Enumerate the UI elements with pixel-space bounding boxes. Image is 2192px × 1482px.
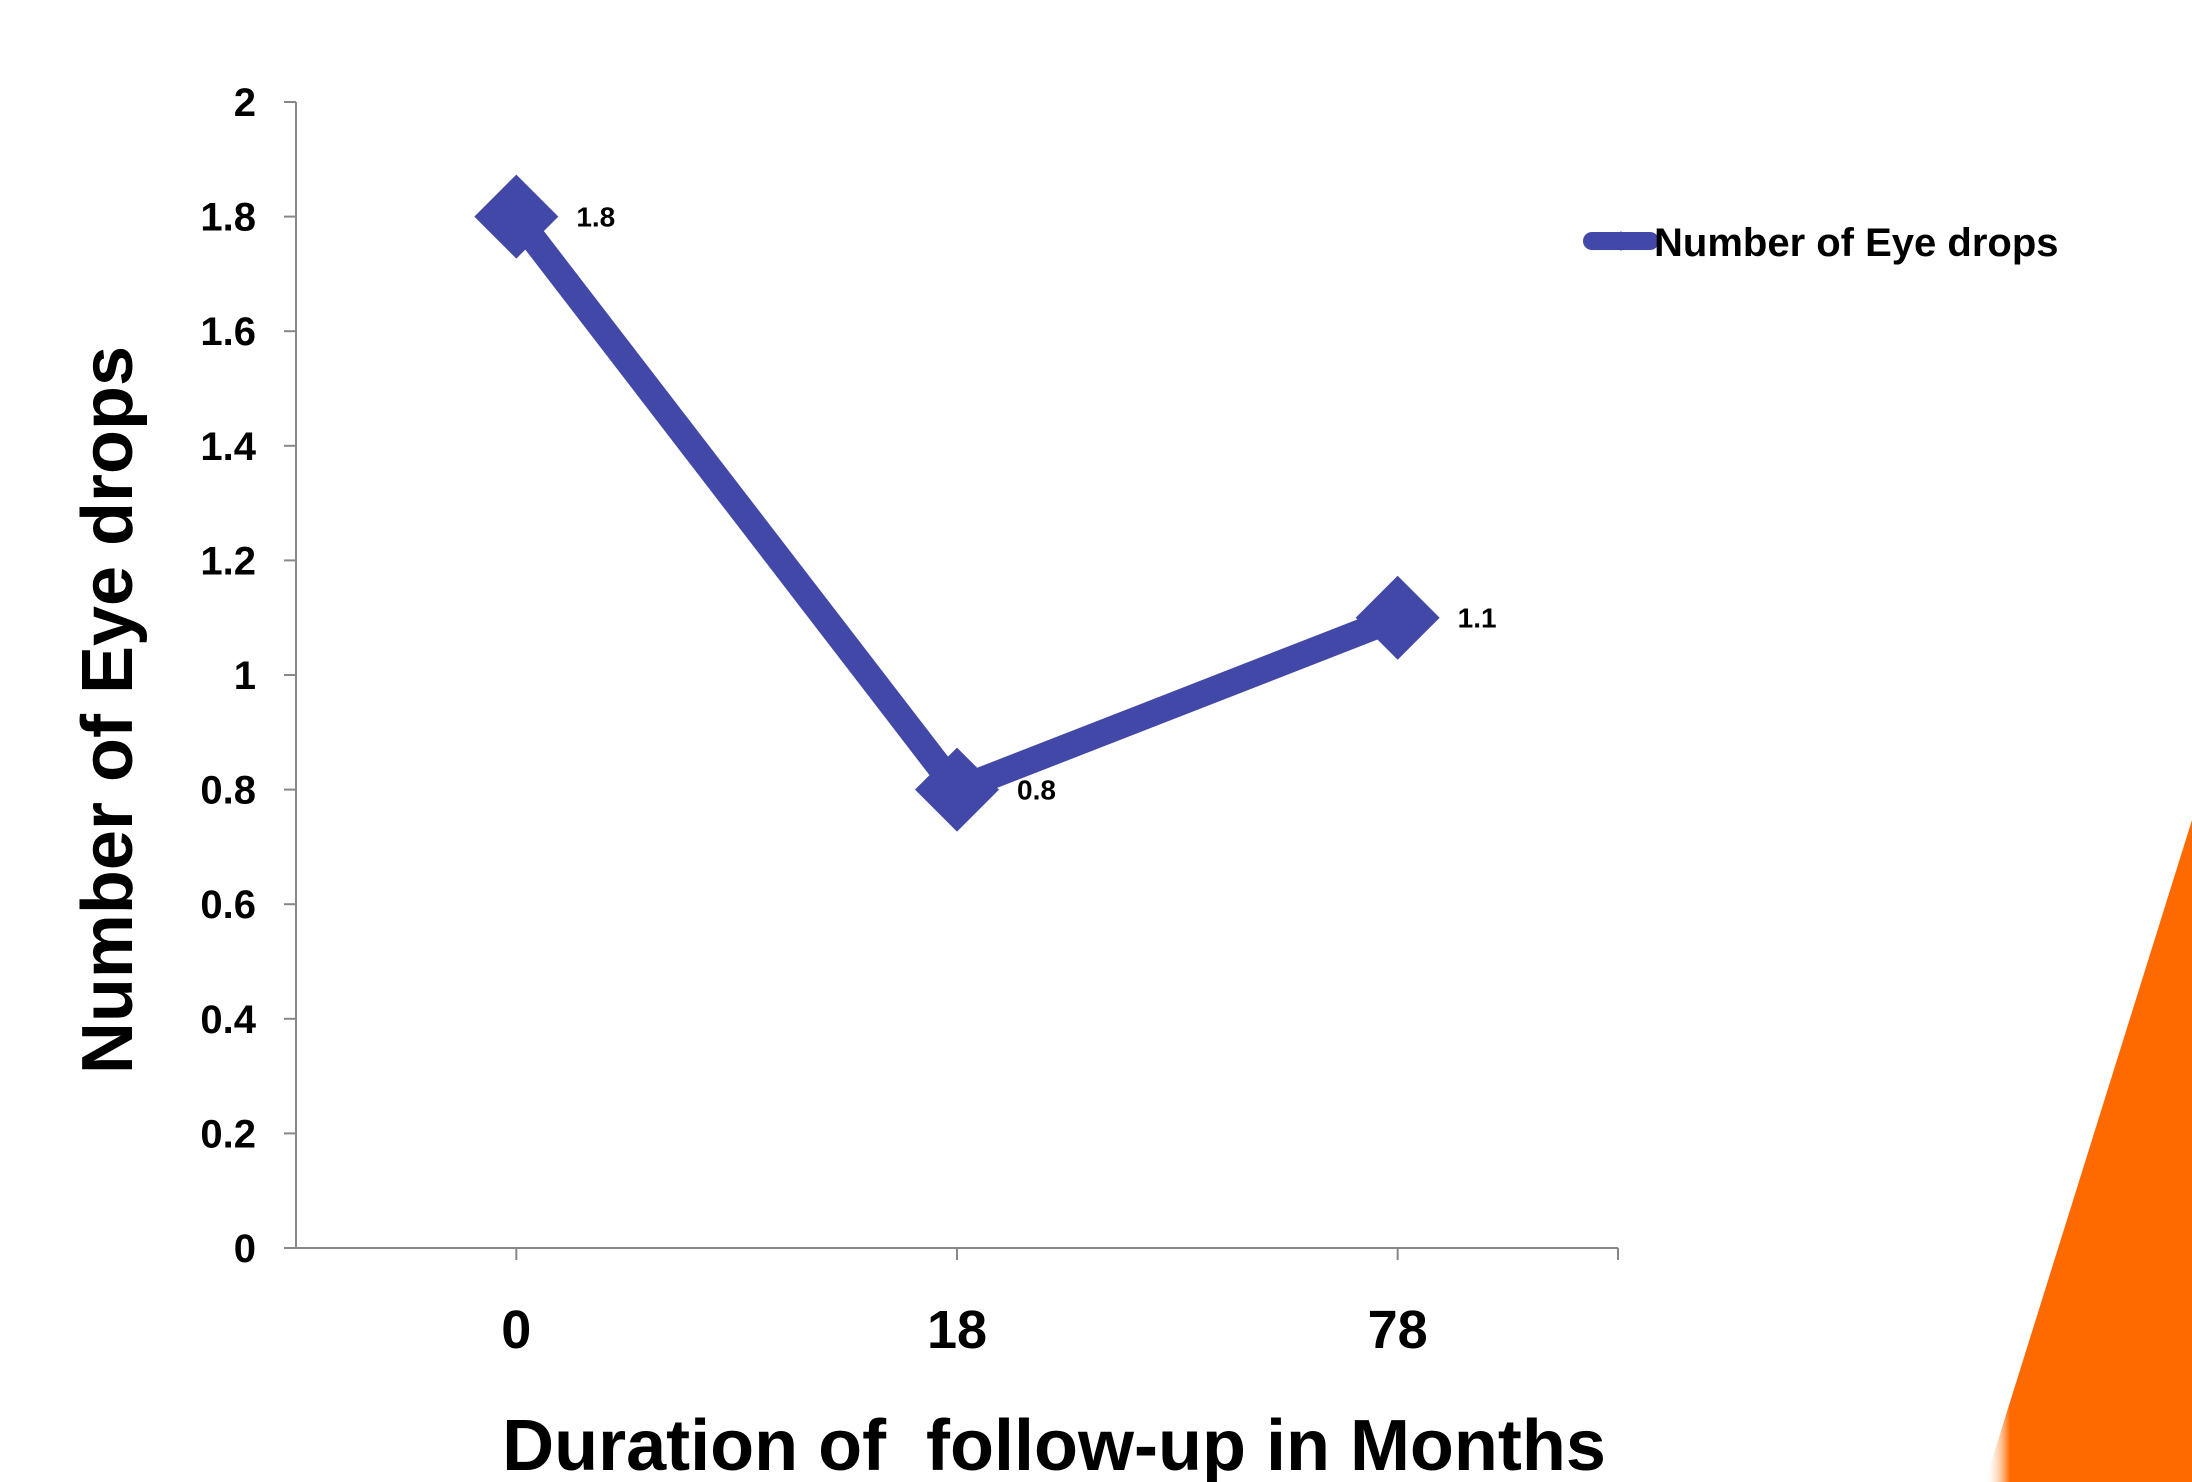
y-tick-label: 1.6 <box>200 310 256 354</box>
data-label: 0.8 <box>1017 775 1056 806</box>
x-tick-label: 18 <box>927 1300 987 1360</box>
data-point-marker <box>1355 575 1440 660</box>
series-number-of-eye-drops <box>474 174 1440 832</box>
data-label: 1.1 <box>1458 603 1497 634</box>
y-tick-label: 1.8 <box>200 196 256 240</box>
y-tick-label: 0.2 <box>200 1112 256 1156</box>
y-axis-ticks: 0 0.2 0.4 0.6 0.8 1 1.2 1.4 1.6 1.8 2 <box>200 81 296 1271</box>
legend-label: Number of Eye drops <box>1654 221 2059 265</box>
axes <box>295 102 1618 1249</box>
y-tick-label: 2 <box>234 81 256 125</box>
data-point-marker <box>474 174 559 259</box>
legend: Number of Eye drops <box>1583 221 2059 265</box>
x-tick-label: 78 <box>1368 1300 1428 1360</box>
y-axis-title: Number of Eye drops <box>68 346 148 1074</box>
legend-diamond-marker <box>1611 231 1631 251</box>
series-line <box>506 208 1403 806</box>
data-labels: 1.8 0.8 1.1 <box>576 202 1496 806</box>
x-axis-title: Duration of follow-up in Months <box>502 1406 1606 1482</box>
y-tick-label: 0 <box>234 1227 256 1271</box>
x-axis-ticks: 0 18 78 <box>501 1248 1619 1360</box>
data-label: 1.8 <box>576 202 615 233</box>
y-tick-label: 1 <box>234 654 256 698</box>
decorative-orange-wedge <box>1985 820 2192 1482</box>
y-tick-label: 1.4 <box>200 425 256 469</box>
y-tick-label: 1.2 <box>200 539 256 583</box>
y-tick-label: 0.8 <box>200 769 256 813</box>
x-tick-label: 0 <box>501 1300 531 1360</box>
data-point-marker <box>915 747 999 832</box>
y-tick-label: 0.6 <box>200 883 256 927</box>
y-tick-label: 0.4 <box>200 998 256 1042</box>
